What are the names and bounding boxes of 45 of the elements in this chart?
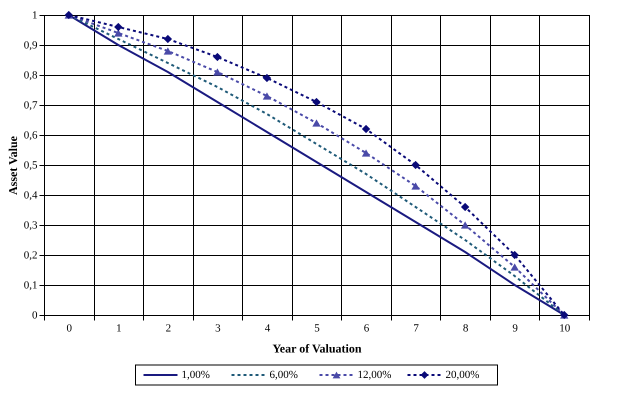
point xyxy=(312,119,321,127)
point xyxy=(510,250,519,260)
y-tick-label: 0 xyxy=(32,310,38,322)
legend-label: 1,00% xyxy=(182,369,210,381)
y-tick-label: 0,1 xyxy=(24,280,38,292)
x-tick-label: 7 xyxy=(413,322,420,334)
y-tick-label: 0,5 xyxy=(24,160,38,172)
point xyxy=(164,47,172,55)
point xyxy=(411,182,420,190)
point xyxy=(460,202,470,212)
y-tick-label: 0,7 xyxy=(24,100,38,112)
y-tick-label: 0,6 xyxy=(24,130,38,142)
point xyxy=(362,124,370,134)
x-tick-label: 4 xyxy=(264,322,271,334)
point xyxy=(312,98,321,106)
y-axis-title: Asset Value xyxy=(6,135,20,196)
legend-label: 12,00% xyxy=(358,369,392,381)
legend-label: 20,00% xyxy=(446,369,480,381)
legend-label: 6,00% xyxy=(270,369,298,381)
point xyxy=(411,160,420,170)
point xyxy=(164,34,172,44)
point xyxy=(114,22,122,32)
point xyxy=(510,263,519,271)
point xyxy=(213,52,222,62)
x-tick-label: 10 xyxy=(559,322,571,334)
point xyxy=(213,68,222,76)
y-tick-label: 0,4 xyxy=(24,190,38,202)
point xyxy=(262,74,272,82)
x-tick-label: 9 xyxy=(512,322,518,334)
x-tick-label: 0 xyxy=(66,322,73,334)
x-tick-label: 3 xyxy=(215,322,222,334)
x-axis-title: Year of Valuation xyxy=(272,342,362,356)
y-tick-label: 0,3 xyxy=(24,220,38,232)
x-tick-label: 1 xyxy=(116,322,122,334)
x-tick-label: 5 xyxy=(314,322,320,334)
y-tick-label: 0,8 xyxy=(24,70,38,82)
x-tick-label: 8 xyxy=(462,322,469,334)
y-tick-label: 0,2 xyxy=(24,250,38,262)
point xyxy=(262,92,272,100)
x-tick-label: 2 xyxy=(166,322,172,334)
y-tick-label: 0,9 xyxy=(24,40,38,52)
point xyxy=(362,149,370,157)
point xyxy=(460,221,470,229)
x-tick-label: 6 xyxy=(364,322,370,334)
y-tick-label: 1 xyxy=(32,10,38,22)
